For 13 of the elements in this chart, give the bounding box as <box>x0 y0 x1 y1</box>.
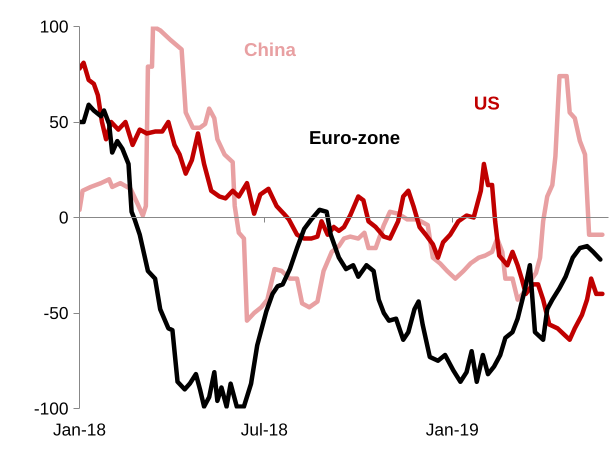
x-tick-label: Jan-18 <box>53 420 106 440</box>
line-series <box>80 60 605 342</box>
y-tick-label: -100 <box>34 398 69 418</box>
y-tick-label: 100 <box>40 16 69 36</box>
line-series <box>80 26 605 323</box>
x-tick-label: Jan-19 <box>426 420 479 440</box>
x-tick-label: Jul-18 <box>240 420 288 440</box>
y-tick-label: 0 <box>58 208 69 228</box>
text: US <box>474 92 500 114</box>
text: China <box>244 38 296 60</box>
text: Euro-zone <box>308 126 400 148</box>
y-tick-label: 50 <box>49 112 69 132</box>
y-tick-label: -50 <box>43 303 68 323</box>
